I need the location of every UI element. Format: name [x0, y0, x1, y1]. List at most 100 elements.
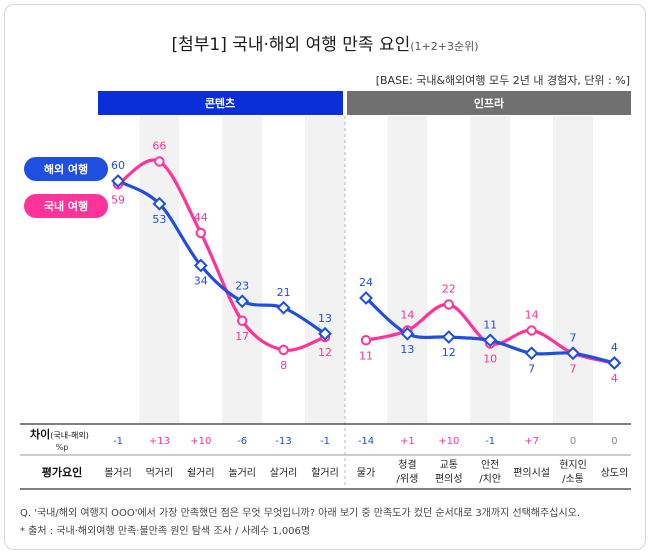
group-header-infra: [347, 91, 631, 115]
point-abroad: [111, 174, 125, 188]
diff-value: +7: [524, 436, 539, 447]
point-abroad: [318, 326, 332, 341]
legend-pill: [24, 157, 108, 181]
data-label-domestic: 11: [359, 349, 373, 362]
column-band: [470, 116, 511, 424]
chart-title: [첨부1] 국내·해외 여행 만족 요인(1+2+3순위): [0, 30, 650, 55]
diff-value: +13: [149, 436, 170, 447]
point-abroad: [152, 196, 167, 211]
question-note: Q. '국내/해외 여행지 OOO'에서 가장 만족했던 점은 무엇 무엇입니까…: [20, 508, 581, 519]
point-domestic: [360, 335, 372, 346]
legend-label: 해외 여행: [44, 162, 88, 176]
base-note: [BASE: 국내&해외여행 모두 2년 내 경험자, 단위 : %]: [375, 74, 630, 87]
data-label-domestic: 12: [318, 346, 332, 359]
data-label-abroad: 12: [442, 346, 456, 359]
diff-value: 0: [611, 436, 617, 447]
data-label-domestic: 17: [235, 330, 249, 343]
column-band: [139, 116, 180, 424]
category-label: /위생: [397, 472, 419, 485]
data-label-abroad: 34: [194, 275, 208, 288]
point-domestic: [154, 156, 165, 167]
category-label: 놀거리: [228, 467, 256, 479]
point-abroad: [607, 356, 622, 370]
data-label-domestic: 7: [570, 362, 577, 375]
data-label-domestic: 66: [152, 140, 166, 153]
point-domestic: [278, 344, 289, 356]
column-band: [387, 116, 428, 424]
factor-row-label: 평가요인: [42, 465, 82, 479]
diff-value: 0: [570, 436, 576, 447]
diff-value: +10: [438, 436, 459, 447]
point-domestic: [237, 315, 248, 326]
data-label-abroad: 4: [611, 341, 618, 354]
data-label-domestic: 8: [280, 359, 287, 372]
point-abroad: [441, 330, 456, 344]
diff-value: +1: [400, 436, 415, 447]
data-label-abroad: 13: [318, 312, 332, 325]
source-note: * 출처 : 국내·해외여행 만족·불만족 원인 탐색 조사 / 사례수 1,0…: [20, 526, 311, 537]
data-label-domestic: 10: [483, 353, 497, 366]
category-label: 교통: [440, 459, 458, 471]
diff-row-unit: %p: [56, 443, 69, 452]
data-label-abroad: 11: [483, 318, 497, 331]
category-label: 편의성: [435, 473, 463, 485]
legend-pill: [24, 194, 108, 218]
diff-value: -13: [275, 436, 291, 447]
point-abroad: [400, 326, 415, 341]
diff-value: -1: [320, 436, 330, 447]
data-label-domestic: 22: [442, 283, 456, 296]
data-label-domestic: 44: [194, 211, 208, 224]
data-label-abroad: 7: [570, 331, 577, 344]
point-domestic: [195, 227, 207, 239]
group-label-infra: 인프라: [474, 96, 505, 110]
diff-value: -1: [113, 436, 123, 447]
column-band: [553, 116, 593, 424]
category-label: /치안: [479, 473, 501, 485]
category-label: 쉴거리: [187, 467, 215, 479]
point-domestic: [443, 299, 454, 310]
title-main: [첨부1] 국내·해외 여행 만족 요인: [171, 35, 411, 55]
diff-value: -1: [485, 436, 495, 447]
diff-value: -6: [237, 436, 247, 447]
category-label: 물가: [357, 467, 375, 479]
title-sub: (1+2+3순위): [410, 40, 479, 53]
data-label-abroad: 13: [400, 343, 414, 356]
group-header-contents: [98, 91, 343, 115]
diff-value: -14: [358, 436, 374, 447]
data-label-abroad: 60: [111, 159, 125, 172]
diff-value: +10: [190, 436, 211, 447]
category-label: 볼거리: [104, 467, 132, 479]
column-band: [305, 116, 345, 424]
category-label: 할거리: [311, 467, 339, 479]
data-label-domestic: 14: [400, 309, 414, 322]
data-label-domestic: 59: [111, 193, 125, 206]
data-label-abroad: 7: [528, 362, 535, 375]
point-abroad: [235, 294, 250, 309]
point-domestic: [526, 325, 537, 336]
group-label-contents: 콘텐츠: [205, 96, 235, 110]
category-label: 상도의: [601, 467, 629, 479]
point-abroad: [566, 346, 580, 361]
data-label-domestic: 4: [611, 372, 618, 385]
diff-row-label: 차이(국내-해외): [30, 427, 89, 441]
point-abroad: [524, 346, 539, 361]
point-abroad: [276, 300, 291, 315]
category-label: 현지인: [559, 459, 587, 471]
data-label-abroad: 24: [359, 276, 373, 289]
legend-label: 국내 여행: [44, 199, 88, 213]
column-band: [222, 116, 263, 424]
category-label: 살거리: [270, 467, 298, 479]
data-label-abroad: 53: [152, 213, 166, 226]
point-abroad: [483, 333, 498, 348]
point-abroad: [193, 258, 208, 273]
point-abroad: [359, 291, 373, 305]
category-label: 편의시설: [513, 467, 550, 479]
category-label: 청결: [398, 459, 416, 471]
category-label: 안전: [481, 459, 499, 471]
data-label-domestic: 14: [525, 309, 539, 322]
data-label-abroad: 23: [235, 279, 249, 292]
category-label: /소통: [562, 473, 584, 485]
data-label-abroad: 21: [277, 286, 291, 299]
category-label: 먹거리: [146, 467, 174, 479]
